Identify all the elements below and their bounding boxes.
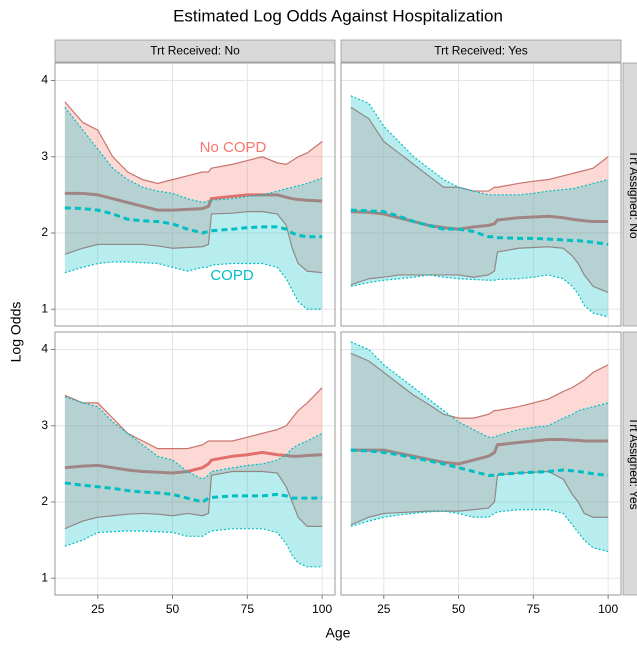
panel-border [54, 331, 336, 596]
x-axis-label: Age [326, 625, 351, 641]
strip [54, 39, 336, 63]
band-upper-line [350, 352, 609, 419]
y-tick-label: 2 [41, 494, 48, 508]
strip [340, 39, 622, 63]
band-upper-line [350, 106, 609, 192]
confidence-band [350, 341, 609, 552]
estimate-line [350, 448, 609, 477]
confidence-band [350, 95, 609, 317]
panel [54, 62, 336, 327]
y-tick-label: 4 [41, 73, 48, 87]
panel-border [340, 62, 622, 327]
confidence-band [64, 107, 323, 310]
confidence-band [64, 101, 323, 273]
band-lower-line [350, 274, 609, 318]
estimate-line [350, 208, 609, 246]
confidence-band [64, 387, 323, 529]
band-lower-line [350, 246, 609, 294]
strip-label: Trt Assigned: Yes [627, 417, 637, 509]
chart-title: Estimated Log Odds Against Hospitalizati… [173, 6, 503, 25]
band-upper-line [64, 101, 323, 185]
confidence-band [64, 396, 323, 567]
x-tick-label: 25 [91, 602, 105, 616]
x-tick-label: 75 [527, 602, 541, 616]
y-tick-label: 2 [41, 225, 48, 239]
band-upper-line [64, 387, 323, 450]
strip-label: Trt Assigned: No [627, 150, 637, 239]
y-tick-label: 4 [41, 342, 48, 356]
y-tick-label: 1 [41, 570, 48, 584]
x-tick-label: 100 [598, 602, 618, 616]
band-upper-line [350, 341, 609, 438]
y-axis-label: Log Odds [8, 302, 24, 363]
y-tick-label: 3 [41, 418, 48, 432]
estimate-line [64, 481, 323, 504]
strip-label: Trt Received: Yes [434, 44, 528, 58]
panel-background [55, 332, 335, 595]
annotation: No COPD [200, 139, 267, 156]
panel-background [341, 63, 621, 326]
band-lower-line [350, 470, 609, 526]
annotation: COPD [210, 267, 254, 284]
band-lower-line [64, 470, 323, 530]
y-tick-label: 1 [41, 301, 48, 315]
panel [340, 331, 622, 596]
estimate-line [64, 450, 323, 475]
x-tick-label: 50 [452, 602, 466, 616]
x-tick-label: 25 [377, 602, 391, 616]
panel [54, 331, 336, 596]
estimate-line [64, 206, 323, 239]
band-upper-line [64, 106, 323, 204]
panel [340, 62, 622, 327]
estimate-line [64, 191, 323, 212]
x-tick-label: 75 [241, 602, 255, 616]
band-lower-line [350, 509, 609, 553]
strip-label: Trt Received: No [150, 44, 240, 58]
y-tick-label: 3 [41, 149, 48, 163]
panel-border [340, 331, 622, 596]
x-tick-label: 50 [166, 602, 180, 616]
x-tick-label: 100 [312, 602, 332, 616]
confidence-band [350, 107, 609, 293]
panel-border [54, 62, 336, 327]
band-upper-line [350, 95, 609, 196]
band-lower-line [64, 211, 323, 274]
band-lower-line [64, 528, 323, 568]
